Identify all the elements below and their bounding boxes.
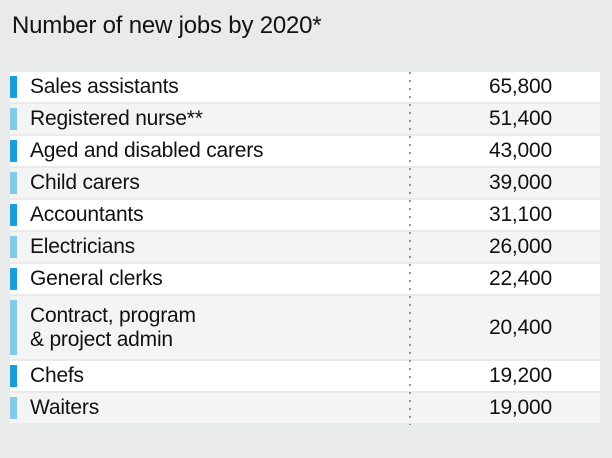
table-row: Accountants 31,100 (10, 200, 600, 230)
row-label: Child carers (30, 171, 140, 194)
row-label: Aged and disabled carers (30, 139, 264, 162)
row-label: Contract, program & project admin (30, 303, 196, 351)
table-row: General clerks 22,400 (10, 264, 600, 294)
row-value: 26,000 (488, 235, 552, 258)
row-label: Registered nurse** (30, 107, 203, 130)
table-row: Electricians 26,000 (10, 232, 600, 262)
row-value: 20,400 (488, 315, 552, 339)
table-row: Child carers 39,000 (10, 168, 600, 198)
table-row: Chefs 19,200 (10, 361, 600, 391)
row-value: 39,000 (488, 171, 552, 194)
bar-icon (10, 76, 17, 98)
page-title: Number of new jobs by 2020* (12, 12, 322, 39)
row-label: Electricians (30, 235, 135, 258)
row-value: 65,800 (488, 75, 552, 98)
row-label: Waiters (30, 396, 99, 419)
row-value: 22,400 (488, 267, 552, 290)
job-table: Sales assistants 65,800 Registered nurse… (10, 72, 600, 425)
row-label: Chefs (30, 364, 84, 387)
table-row: Contract, program & project admin 20,400 (10, 296, 600, 359)
bar-icon (10, 204, 17, 226)
table-row: Sales assistants 65,800 (10, 72, 600, 102)
bar-icon (10, 140, 17, 162)
bar-icon (10, 365, 17, 387)
bar-icon (10, 268, 17, 290)
row-label: Sales assistants (30, 75, 179, 98)
row-value: 19,200 (488, 364, 552, 387)
bar-icon (10, 300, 17, 355)
bar-icon (10, 397, 17, 419)
table-row: Registered nurse** 51,400 (10, 104, 600, 134)
bar-icon (10, 236, 17, 258)
row-label: General clerks (30, 267, 163, 290)
row-value: 19,000 (488, 396, 552, 419)
table-row: Aged and disabled carers 43,000 (10, 136, 600, 166)
bar-icon (10, 172, 17, 194)
row-value: 51,400 (488, 107, 552, 130)
table-row: Waiters 19,000 (10, 393, 600, 423)
row-value: 43,000 (488, 139, 552, 162)
row-label: Accountants (30, 203, 144, 226)
row-value: 31,100 (488, 203, 552, 226)
bar-icon (10, 108, 17, 130)
